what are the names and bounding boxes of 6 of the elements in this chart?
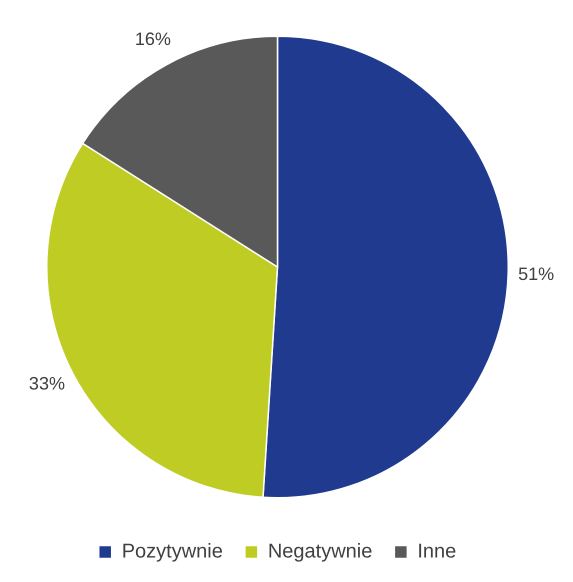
data-label: 51% [518,264,554,284]
legend-label: Pozytywnie [122,540,223,563]
data-label: 16% [134,29,171,50]
legend-label: Inne [417,540,456,563]
data-label: 33% [28,373,65,394]
legend-label: Negatywnie [268,540,372,563]
